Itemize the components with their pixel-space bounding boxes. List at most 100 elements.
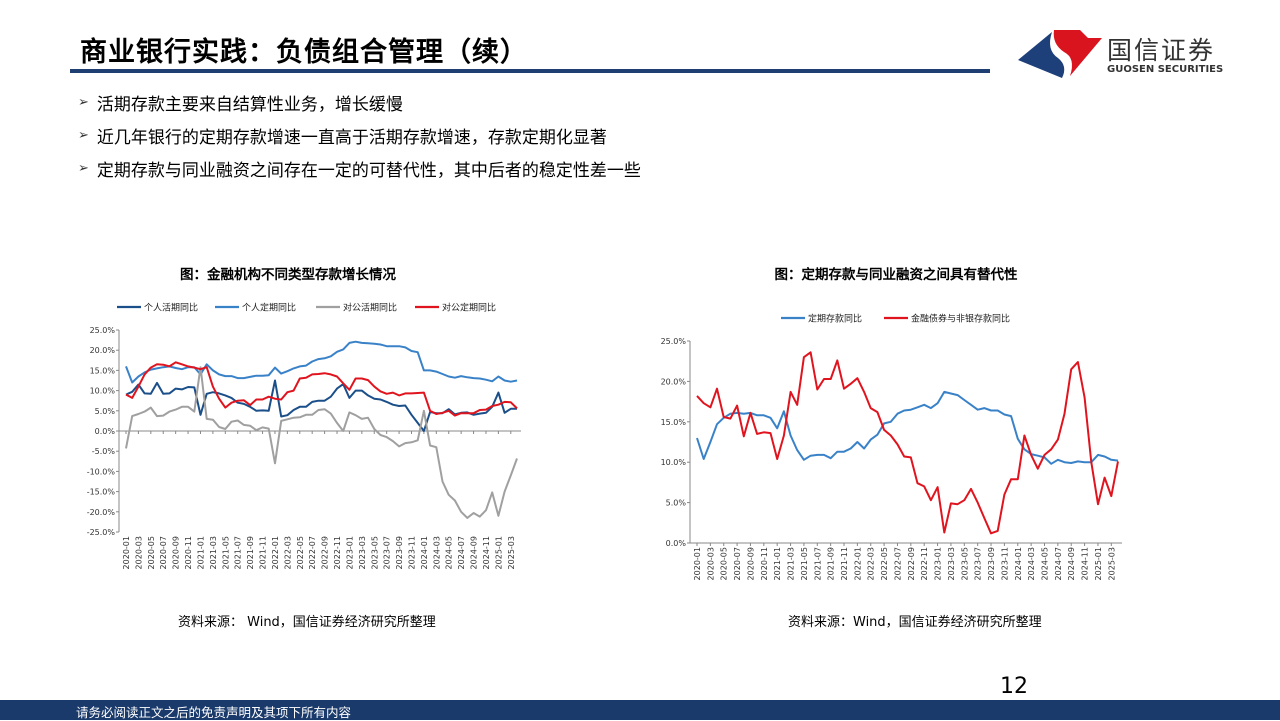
x-tick-label: 2022-07 [893, 547, 902, 580]
x-tick-label: 2024-11 [482, 536, 491, 569]
y-tick-label: -5.0% [92, 447, 116, 456]
x-tick-label: 2021-01 [773, 547, 782, 580]
x-tick-label: 2024-09 [470, 536, 479, 569]
arrow-bullet-icon: ➢ [78, 95, 89, 110]
x-tick-label: 2020-03 [134, 536, 143, 569]
x-tick-label: 2020-05 [147, 536, 156, 569]
x-tick-label: 2023-11 [1000, 547, 1009, 580]
x-tick-label: 2022-01 [271, 536, 280, 569]
x-tick-label: 2021-07 [813, 547, 822, 580]
footer-bar: 请务必阅读正文之后的免责声明及其项下所有内容 [0, 700, 1280, 720]
disclaimer-text: 请务必阅读正文之后的免责声明及其项下所有内容 [76, 705, 352, 720]
x-tick-label: 2021-01 [196, 536, 205, 569]
x-tick-label: 2020-11 [184, 536, 193, 569]
chart-1: 25.0% 20.0% 15.0% 10.0% 5.0% 0.0% -5.0% -10.0% -… [87, 302, 521, 569]
x-tick-label: 2021-05 [221, 536, 230, 569]
x-tick-label: 2024-01 [420, 536, 429, 569]
x-tick-label: 2025-01 [494, 536, 503, 569]
bullet-text: 近几年银行的定期存款增速一直高于活期存款增速，存款定期化显著 [96, 128, 607, 148]
x-tick-label: 2021-05 [800, 547, 809, 580]
bullet-item: ➢ 活期存款主要来自结算性业务，增长缓慢 [78, 90, 403, 115]
x-tick-label: 2021-09 [246, 536, 255, 569]
arrow-bullet-icon: ➢ [78, 161, 89, 176]
page-number: 12 [1000, 674, 1028, 699]
series-line-2 [696, 351, 1119, 535]
x-tick-label: 2020-07 [733, 547, 742, 580]
bullet-text: 活期存款主要来自结算性业务，增长缓慢 [96, 95, 403, 115]
x-tick-label: 2020-01 [693, 547, 702, 580]
x-tick-label: 2022-11 [333, 536, 342, 569]
x-tick-label: 2022-01 [853, 547, 862, 580]
y-tick-label: 0.0% [666, 539, 687, 548]
series-line-3 [125, 366, 518, 519]
x-tick-label: 2023-07 [383, 536, 392, 569]
chart2-title: 图：定期存款与同业融资之间具有替代性 [774, 267, 1018, 283]
series-line-1 [696, 390, 1119, 465]
x-tick-label: 2022-03 [867, 547, 876, 580]
bullet-item: ➢ 近几年银行的定期存款增速一直高于活期存款增速，存款定期化显著 [78, 123, 607, 148]
legend-label: 个人定期同比 [242, 302, 296, 314]
series-line-1 [125, 379, 517, 432]
x-tick-label: 2025-03 [1107, 547, 1116, 580]
x-tick-label: 2022-07 [308, 536, 317, 569]
y-tick-label: 5.0% [666, 499, 687, 508]
bullet-item: ➢ 定期存款与同业融资之间存在一定的可替代性，其中后者的稳定性差一些 [78, 156, 641, 181]
guosen-logo-icon [1018, 30, 1102, 78]
x-tick-label: 2023-05 [370, 536, 379, 569]
legend-label: 个人活期同比 [144, 302, 198, 314]
series-line-4 [125, 361, 518, 417]
y-tick-label: 15.0% [90, 366, 116, 375]
x-tick-label: 2023-01 [934, 547, 943, 580]
x-tick-label: 2021-11 [259, 536, 268, 569]
x-tick-label: 2023-09 [987, 547, 996, 580]
x-tick-label: 2024-07 [457, 536, 466, 569]
x-tick-label: 2022-09 [321, 536, 330, 569]
x-tick-label: 2020-09 [172, 536, 181, 569]
x-tick-label: 2020-03 [706, 547, 715, 580]
x-tick-label: 2024-03 [1027, 547, 1036, 580]
x-tick-label: 2023-11 [407, 536, 416, 569]
bullet-text: 定期存款与同业融资之间存在一定的可替代性，其中后者的稳定性差一些 [96, 161, 641, 181]
x-tick-label: 2023-01 [345, 536, 354, 569]
y-tick-label: -15.0% [87, 488, 116, 497]
y-tick-label: 20.0% [661, 377, 687, 386]
y-tick-label: -20.0% [87, 508, 116, 517]
x-tick-label: 2021-03 [787, 547, 796, 580]
x-tick-label: 2024-09 [1067, 547, 1076, 580]
logo-text-en: GUOSEN SECURITIES [1107, 64, 1224, 75]
y-tick-label: 20.0% [90, 346, 116, 355]
y-tick-label: 0.0% [95, 427, 116, 436]
title-divider [70, 69, 990, 73]
y-tick-label: -25.0% [87, 528, 116, 537]
x-tick-label: 2024-05 [445, 536, 454, 569]
x-tick-label: 2021-11 [840, 547, 849, 580]
x-tick-label: 2023-07 [974, 547, 983, 580]
x-tick-label: 2022-11 [920, 547, 929, 580]
legend-label: 对公定期同比 [442, 302, 496, 314]
x-tick-label: 2023-05 [960, 547, 969, 580]
y-tick-label: 5.0% [95, 407, 116, 416]
x-tick-label: 2020-05 [720, 547, 729, 580]
x-tick-label: 2020-01 [122, 536, 131, 569]
x-tick-label: 2022-09 [907, 547, 916, 580]
x-tick-label: 2025-03 [507, 536, 516, 569]
y-tick-label: 25.0% [90, 326, 116, 335]
x-tick-label: 2024-05 [1040, 547, 1049, 580]
x-tick-label: 2022-03 [283, 536, 292, 569]
chart2-source: 资料来源：Wind，国信证券经济研究所整理 [788, 615, 1042, 630]
x-tick-label: 2023-09 [395, 536, 404, 569]
x-tick-label: 2023-03 [947, 547, 956, 580]
legend-label: 定期存款同比 [808, 313, 862, 325]
legend-label: 金融债券与非银存款同比 [911, 313, 1010, 325]
y-tick-label: 10.0% [661, 458, 687, 467]
x-tick-label: 2020-07 [159, 536, 168, 569]
x-tick-label: 2024-01 [1014, 547, 1023, 580]
logo-text-cn: 国信证券 [1107, 36, 1216, 65]
series-line-2 [125, 340, 518, 384]
x-tick-label: 2024-03 [432, 536, 441, 569]
y-tick-label: 10.0% [90, 387, 116, 396]
y-tick-label: -10.0% [87, 467, 116, 476]
x-tick-label: 2021-07 [234, 536, 243, 569]
x-tick-label: 2025-01 [1094, 547, 1103, 580]
